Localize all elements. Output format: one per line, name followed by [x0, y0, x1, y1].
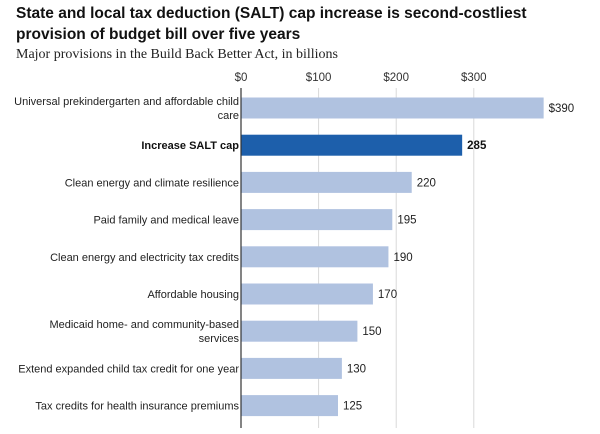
bar [241, 97, 544, 119]
category-label: Tax credits for health insurance premium… [35, 401, 239, 413]
bar [241, 395, 338, 417]
category-label-line: Affordable housing [147, 289, 239, 301]
value-label: 150 [362, 326, 381, 338]
value-label: 125 [343, 401, 362, 413]
category-label-line: Paid family and medical leave [93, 215, 239, 227]
category-label-line: Clean energy and climate resilience [65, 177, 239, 189]
category-label-line: Tax credits for health insurance premium… [35, 401, 239, 413]
category-label-line: Extend expanded child tax credit for one… [18, 363, 239, 375]
value-label: 220 [417, 177, 436, 189]
value-label: 195 [397, 215, 416, 227]
x-tick-label: $300 [461, 72, 487, 84]
category-label: Medicaid home- and community-based servic… [49, 319, 239, 345]
bar [241, 320, 358, 342]
category-label: Clean energy and climate resilience [65, 177, 239, 189]
category-label: Extend expanded child tax credit for one… [18, 363, 239, 375]
chart-title: State and local tax deduction (SALT) cap… [16, 5, 527, 43]
bar [241, 171, 412, 193]
value-label: 170 [378, 289, 397, 301]
category-label: Affordable housing [147, 289, 239, 301]
category-label-line: Medicaid home- and community-based [49, 319, 239, 331]
category-label-line: services [199, 333, 240, 345]
category-label: Universal prekindergarten and affordable… [14, 96, 239, 122]
value-label: 190 [393, 252, 412, 264]
bar [241, 283, 373, 305]
category-label: Clean energy and electricity tax credits [50, 252, 239, 264]
category-label-line: care [218, 110, 239, 122]
value-label: 130 [347, 363, 366, 375]
category-label-line: Clean energy and electricity tax credits [50, 252, 239, 264]
bar [241, 246, 389, 268]
x-tick-label: $0 [235, 72, 248, 84]
bar [241, 357, 342, 379]
category-label-line: Increase SALT cap [141, 140, 239, 152]
value-label: $390 [549, 103, 575, 115]
category-label: Paid family and medical leave [93, 215, 239, 227]
chart-subtitle: Major provisions in the Build Back Bette… [16, 47, 338, 62]
value-label: 285 [467, 140, 487, 152]
bar-highlight [241, 134, 463, 156]
category-label: Increase SALT cap [141, 140, 239, 152]
category-label-line: Universal prekindergarten and affordable… [14, 96, 239, 108]
x-tick-label: $100 [306, 72, 332, 84]
x-tick-label: $200 [383, 72, 409, 84]
bar [241, 209, 393, 231]
